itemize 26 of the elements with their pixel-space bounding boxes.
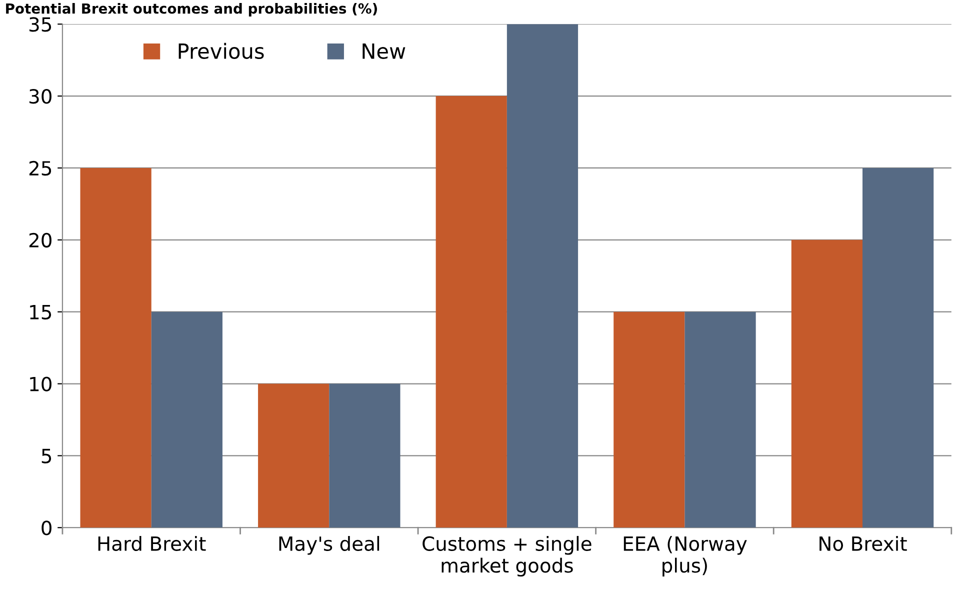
x-tick-label: Customs + single market goods [422,536,592,577]
legend-label: New [362,44,406,59]
bar [614,312,685,528]
y-tick-label: 30 [29,89,52,104]
bar [791,240,862,528]
y-tick-label: 15 [30,305,52,320]
y-tick-label: 10 [30,376,52,392]
bar [151,312,222,528]
legend-label: Previous [178,42,264,59]
bar [329,384,400,528]
y-tick-label: 35 [29,17,52,32]
bar [506,24,578,528]
y-tick-label: 0 [42,520,52,536]
x-tick-label: Hard Brexit [98,536,206,552]
y-tick-label: 20 [29,232,52,248]
bar [862,168,934,528]
bar [258,384,330,528]
bar [80,168,152,528]
x-tick-label: EEA (Norway plus) [624,536,747,577]
x-tick-label: May's deal [279,536,380,555]
bar [684,312,756,528]
x-tick-label: No Brexit [820,536,907,552]
y-tick-label: 25 [29,160,52,176]
y-tick-label: 5 [42,448,52,464]
chart-title: Potential Brexit outcomes and probabilities (%) [6,3,377,16]
bar [436,96,507,528]
